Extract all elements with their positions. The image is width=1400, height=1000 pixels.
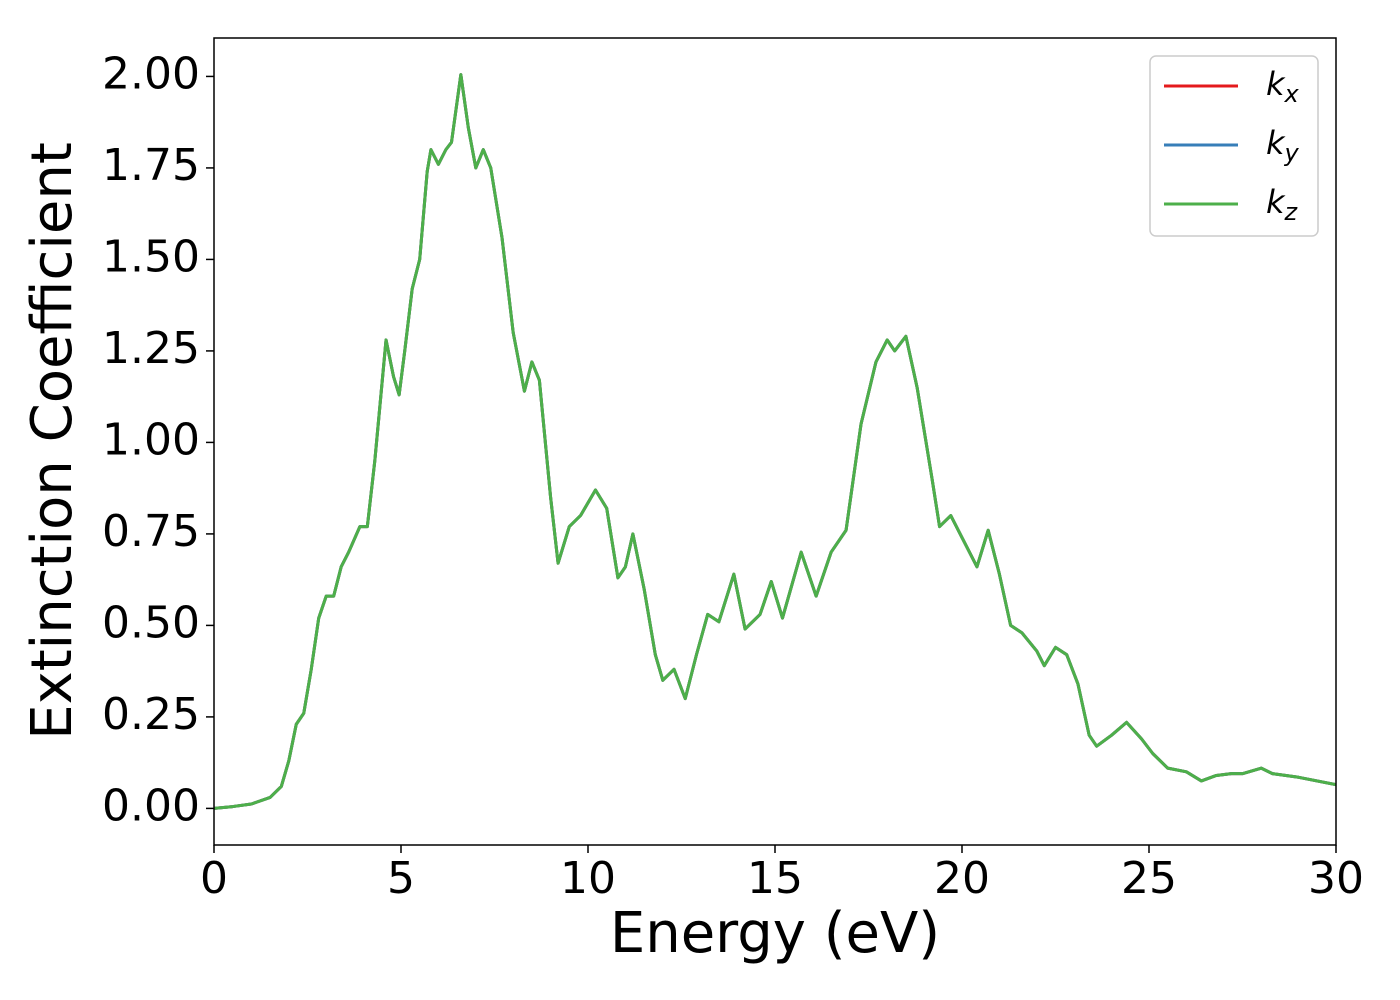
legend-label: ky — [1266, 124, 1300, 167]
x-tick-label: 30 — [1308, 853, 1364, 904]
y-tick-label: 2.00 — [102, 48, 200, 99]
x-tick-label: 25 — [1121, 853, 1177, 904]
series-line — [214, 73, 1336, 810]
y-tick-label: 1.50 — [102, 231, 200, 282]
y-tick-label: 1.00 — [102, 414, 200, 465]
legend-label: kz — [1266, 183, 1299, 226]
x-tick-label: 15 — [747, 853, 803, 904]
y-tick-label: 0.75 — [102, 506, 200, 557]
x-tick-label: 10 — [560, 853, 616, 904]
x-axis-label: Energy (eV) — [610, 901, 940, 966]
y-tick-label: 1.75 — [102, 140, 200, 191]
plot-frame — [213, 37, 1337, 846]
x-tick-label: 20 — [934, 853, 990, 904]
x-tick-label: 0 — [200, 853, 228, 904]
y-tick-label: 0.25 — [102, 689, 200, 740]
y-tick-label: 1.25 — [102, 323, 200, 374]
x-tick-label: 5 — [387, 853, 415, 904]
y-tick-label: 0.50 — [102, 597, 200, 648]
y-tick-label: 0.00 — [102, 780, 200, 831]
y-axis-label: Extinction Coefficient — [20, 142, 85, 740]
legend-label: kx — [1266, 65, 1300, 108]
